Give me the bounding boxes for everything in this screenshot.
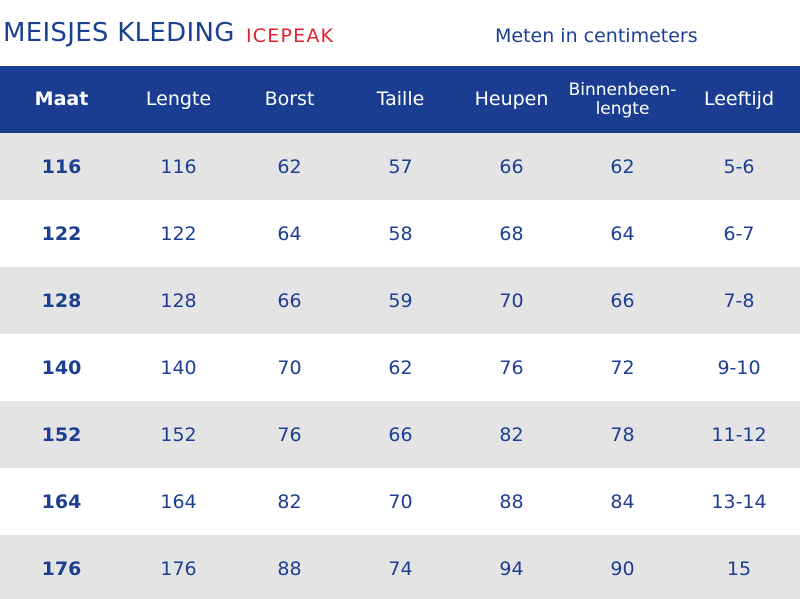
- page-title: MEISJES KLEDING: [3, 18, 235, 48]
- cell-leeftijd: 15: [726, 557, 752, 580]
- header: MEISJES KLEDING ICEPEAK Meten in centime…: [0, 0, 800, 66]
- column-header-binnenbeenlengte: Binnenbeen-lengte: [568, 79, 677, 119]
- cell-lengte: 164: [160, 490, 197, 513]
- cell-heupen: 66: [499, 155, 524, 178]
- cell-heupen: 88: [499, 490, 524, 513]
- cell-leeftijd: 13-14: [711, 490, 767, 513]
- cell-binnenbeenlengte: 62: [610, 155, 635, 178]
- cell-binnenbeenlengte: 66: [610, 289, 635, 312]
- cell-lengte: 116: [160, 155, 197, 178]
- table-row: 164 164 82 70 88 84 13-14: [0, 468, 800, 535]
- cell-maat: 140: [41, 356, 82, 379]
- table-row: 122 122 64 58 68 64 6-7: [0, 200, 800, 267]
- cell-maat: 164: [41, 490, 82, 513]
- cell-lengte: 176: [160, 557, 197, 580]
- cell-lengte: 140: [160, 356, 197, 379]
- size-table: Maat Lengte Borst Taille Heupen Binnenbe…: [0, 66, 800, 599]
- units-note: Meten in centimeters: [495, 25, 698, 47]
- cell-binnenbeenlengte: 78: [610, 423, 635, 446]
- cell-lengte: 122: [160, 222, 197, 245]
- table-row: 140 140 70 62 76 72 9-10: [0, 334, 800, 401]
- column-header-lengte: Lengte: [145, 88, 212, 110]
- cell-borst: 70: [277, 356, 302, 379]
- cell-borst: 66: [277, 289, 302, 312]
- cell-taille: 59: [388, 289, 413, 312]
- cell-maat: 176: [41, 557, 82, 580]
- table-row: 128 128 66 59 70 66 7-8: [0, 267, 800, 334]
- cell-maat: 152: [41, 423, 82, 446]
- cell-maat: 122: [41, 222, 82, 245]
- cell-heupen: 94: [499, 557, 524, 580]
- cell-heupen: 70: [499, 289, 524, 312]
- cell-leeftijd: 5-6: [723, 155, 755, 178]
- column-header-leeftijd: Leeftijd: [703, 88, 775, 110]
- cell-borst: 82: [277, 490, 302, 513]
- cell-binnenbeenlengte: 64: [610, 222, 635, 245]
- cell-heupen: 68: [499, 222, 524, 245]
- cell-leeftijd: 6-7: [723, 222, 755, 245]
- cell-taille: 74: [388, 557, 413, 580]
- cell-binnenbeenlengte: 72: [610, 356, 635, 379]
- column-header-heupen: Heupen: [474, 88, 549, 110]
- cell-taille: 62: [388, 356, 413, 379]
- cell-taille: 57: [388, 155, 413, 178]
- column-header-borst: Borst: [264, 88, 315, 110]
- cell-leeftijd: 7-8: [723, 289, 755, 312]
- cell-borst: 64: [277, 222, 302, 245]
- cell-lengte: 128: [160, 289, 197, 312]
- table-row: 152 152 76 66 82 78 11-12: [0, 401, 800, 468]
- cell-leeftijd: 9-10: [717, 356, 761, 379]
- cell-taille: 58: [388, 222, 413, 245]
- cell-maat: 128: [41, 289, 82, 312]
- cell-borst: 76: [277, 423, 302, 446]
- column-header-taille: Taille: [376, 88, 425, 110]
- brand-label: ICEPEAK: [246, 25, 335, 47]
- table-header-row: Maat Lengte Borst Taille Heupen Binnenbe…: [0, 66, 800, 133]
- cell-binnenbeenlengte: 84: [610, 490, 635, 513]
- cell-borst: 88: [277, 557, 302, 580]
- cell-maat: 116: [41, 155, 82, 178]
- table-row: 116 116 62 57 66 62 5-6: [0, 133, 800, 200]
- column-header-maat: Maat: [34, 88, 89, 110]
- cell-binnenbeenlengte: 90: [610, 557, 635, 580]
- cell-taille: 70: [388, 490, 413, 513]
- cell-lengte: 152: [160, 423, 197, 446]
- table-row: 176 176 88 74 94 90 15: [0, 535, 800, 599]
- cell-heupen: 82: [499, 423, 524, 446]
- cell-taille: 66: [388, 423, 413, 446]
- cell-heupen: 76: [499, 356, 524, 379]
- cell-leeftijd: 11-12: [711, 423, 767, 446]
- cell-borst: 62: [277, 155, 302, 178]
